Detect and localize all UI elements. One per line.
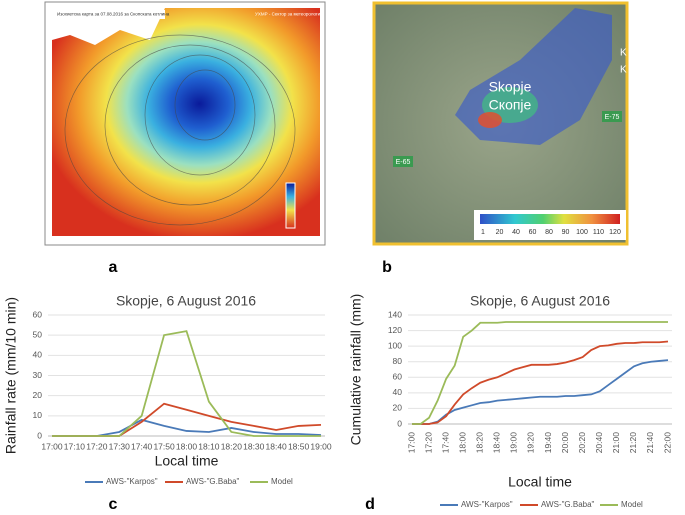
y-tick-label: 30 bbox=[33, 370, 43, 380]
x-tick-label: 18:20 bbox=[475, 432, 485, 454]
x-axis-label: Local time bbox=[508, 474, 572, 490]
x-tick-label: 21:00 bbox=[611, 432, 621, 454]
y-tick-label: 10 bbox=[33, 410, 43, 420]
x-tick-label: 22:00 bbox=[662, 432, 672, 454]
legend-label: Model bbox=[621, 500, 643, 509]
marker-label: K bbox=[620, 48, 627, 59]
series-line bbox=[412, 359, 669, 425]
legend-label: 120 bbox=[609, 229, 621, 236]
legend-label: 100 bbox=[576, 229, 588, 236]
road-badge bbox=[393, 156, 413, 167]
y-tick-label: 40 bbox=[33, 350, 43, 360]
x-tick-label: 19:20 bbox=[526, 432, 536, 454]
x-tick-label: 17:20 bbox=[423, 432, 433, 454]
panel-label: a bbox=[109, 259, 118, 276]
x-tick-label: 17:10 bbox=[64, 441, 86, 451]
legend-label: 40 bbox=[512, 229, 520, 236]
x-tick-label: 17:20 bbox=[86, 441, 108, 451]
y-tick-label: 20 bbox=[33, 390, 43, 400]
x-tick-label: 17:40 bbox=[440, 432, 450, 454]
x-tick-label: 17:50 bbox=[153, 441, 175, 451]
color-bar bbox=[285, 182, 296, 229]
legend-label: AWS-"Karpos" bbox=[461, 500, 513, 509]
y-tick-label: 40 bbox=[393, 387, 403, 397]
legend-bar bbox=[480, 214, 620, 224]
panel-label: c bbox=[109, 496, 118, 513]
map-title: Изохиетска карта за 07.08.2016 за Скопск… bbox=[57, 12, 170, 17]
city-label-cyrillic: Скопје bbox=[489, 97, 532, 113]
x-tick-label: 21:40 bbox=[645, 432, 655, 454]
road-label: E-75 bbox=[605, 114, 620, 121]
legend-label: 20 bbox=[496, 229, 504, 236]
marker-label: K bbox=[620, 65, 627, 76]
x-tick-label: 17:30 bbox=[109, 441, 131, 451]
y-tick-label: 60 bbox=[33, 309, 43, 319]
x-tick-label: 19:40 bbox=[543, 432, 553, 454]
legend-label: 110 bbox=[593, 229, 604, 236]
legend-label: 80 bbox=[545, 229, 553, 236]
map-a: Изохиетска карта за 07.08.2016 за Скопск… bbox=[44, 1, 326, 246]
series-line bbox=[52, 330, 321, 437]
x-tick-label: 19:00 bbox=[509, 432, 519, 454]
y-axis-label: Cumulative rainfall (mm) bbox=[348, 294, 364, 446]
y-tick-label: 50 bbox=[33, 329, 43, 339]
panel-label: d bbox=[365, 496, 375, 513]
y-tick-label: 60 bbox=[393, 372, 403, 382]
city-label: Skopje bbox=[489, 79, 532, 95]
x-tick-label: 17:00 bbox=[41, 441, 63, 451]
rain-peak bbox=[478, 112, 502, 128]
legend-label: 90 bbox=[562, 229, 570, 236]
x-tick-label: 18:50 bbox=[288, 441, 310, 451]
panel-label: b bbox=[382, 259, 392, 276]
x-tick-label: 20:40 bbox=[594, 432, 604, 454]
x-tick-label: 18:40 bbox=[266, 441, 288, 451]
legend-label: AWS-"G.Baba" bbox=[541, 500, 595, 509]
legend-label: 60 bbox=[529, 229, 537, 236]
x-tick-label: 17:40 bbox=[131, 441, 153, 451]
legend-label: AWS-"Karpos" bbox=[106, 477, 158, 486]
x-tick-label: 18:00 bbox=[176, 441, 198, 451]
contours bbox=[64, 34, 296, 226]
map-source: УХМР - Сектор за метеорологија bbox=[255, 12, 324, 17]
chart-title: Skopje, 6 August 2016 bbox=[470, 293, 610, 309]
y-tick-label: 120 bbox=[388, 325, 402, 335]
x-tick-label: 18:20 bbox=[221, 441, 243, 451]
legend-label: Model bbox=[271, 477, 293, 486]
y-axis-label: Rainfall rate (mm/10 min) bbox=[3, 297, 19, 454]
legend-label: 1 bbox=[481, 229, 485, 236]
map-b: Skopje Скопје K K E-75 E-65 1 20 40 60 80 90 1… bbox=[372, 1, 629, 246]
road-badge bbox=[602, 111, 622, 122]
legend-label: AWS-"G.Baba" bbox=[186, 477, 240, 486]
x-axis-label: Local time bbox=[155, 453, 219, 469]
x-tick-label: 21:20 bbox=[628, 432, 638, 454]
x-tick-label: 19:00 bbox=[310, 441, 332, 451]
y-tick-label: 140 bbox=[388, 309, 402, 319]
x-tick-label: 18:30 bbox=[243, 441, 265, 451]
y-tick-label: 20 bbox=[393, 403, 403, 413]
x-tick-label: 18:10 bbox=[198, 441, 220, 451]
x-tick-label: 20:20 bbox=[577, 432, 587, 454]
x-tick-label: 18:00 bbox=[457, 432, 467, 454]
title-box bbox=[55, 10, 165, 19]
rain-field bbox=[52, 8, 320, 236]
y-tick-label: 80 bbox=[393, 356, 403, 366]
y-tick-label: 0 bbox=[37, 430, 42, 440]
road-label: E-65 bbox=[396, 159, 411, 166]
series-line bbox=[412, 340, 669, 425]
x-tick-label: 20:00 bbox=[560, 432, 570, 454]
series-line bbox=[412, 321, 668, 425]
chart-title: Skopje, 6 August 2016 bbox=[116, 293, 256, 309]
x-tick-label: 17:00 bbox=[406, 432, 416, 454]
x-tick-label: 18:40 bbox=[492, 432, 502, 454]
y-tick-label: 100 bbox=[388, 340, 402, 350]
series-line bbox=[52, 418, 322, 437]
y-tick-label: 0 bbox=[397, 418, 402, 428]
